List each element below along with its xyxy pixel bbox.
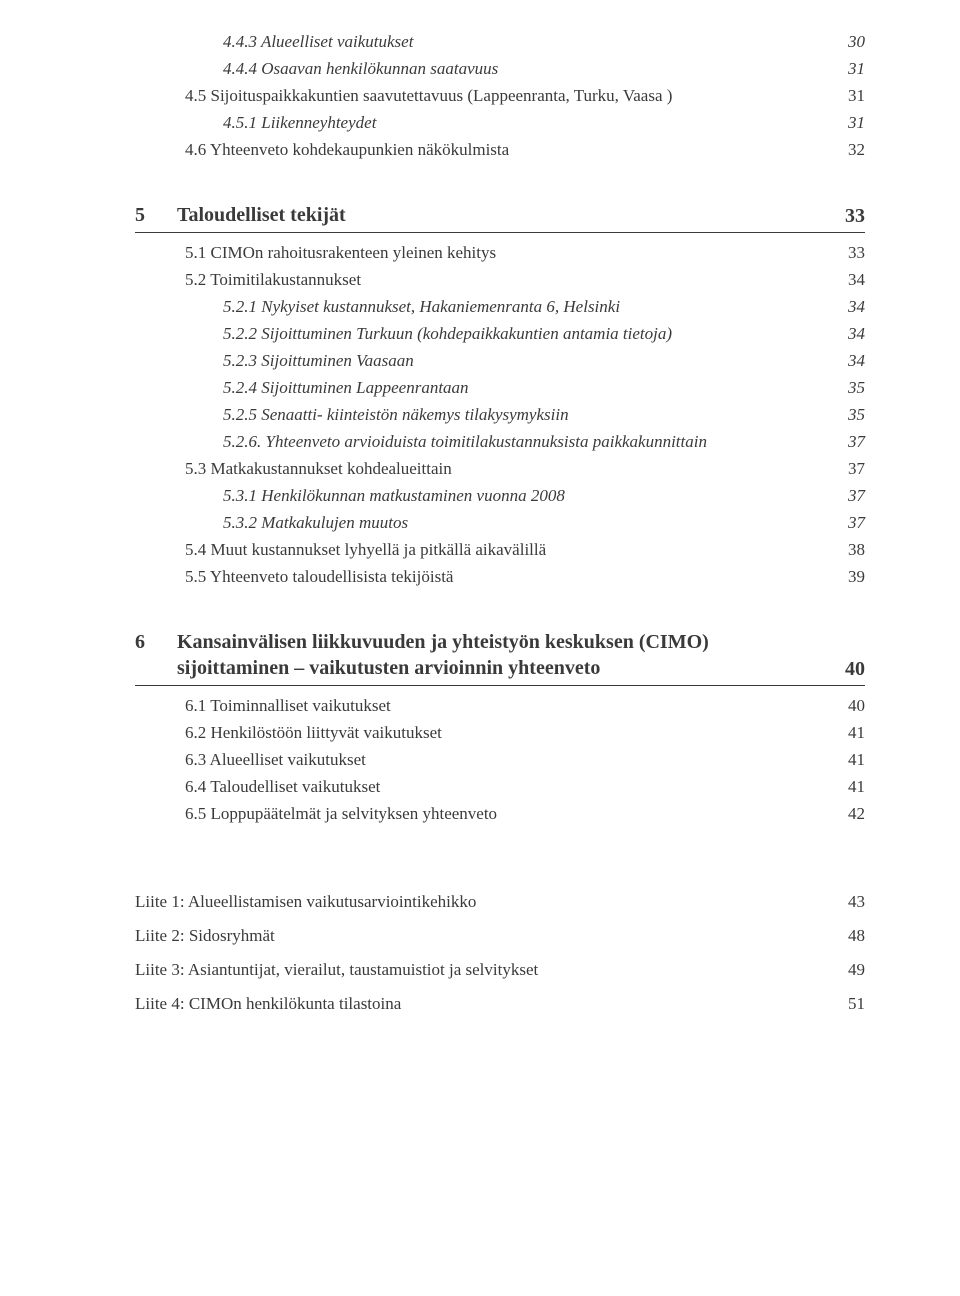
toc-entry: 4.5 Sijoituspaikkakuntien saavutettavuus…	[135, 86, 865, 106]
toc-entry-page: 37	[848, 432, 865, 452]
toc-section-title: Kansainvälisen liikkuvuuden ja yhteistyö…	[177, 629, 823, 681]
toc-entry-page: 39	[848, 567, 865, 587]
toc-section-number: 5	[135, 202, 155, 227]
toc-entry-text: 4.4.3 Alueelliset vaikutukset	[223, 32, 828, 52]
toc-section-number: 6	[135, 629, 155, 654]
toc-entry-page: 31	[848, 59, 865, 79]
toc-appendix-entry: Liite 2: Sidosryhmät 48	[135, 926, 865, 946]
toc-entry-text: 6.4 Taloudelliset vaikutukset	[185, 777, 828, 797]
toc-entry-text: 5.4 Muut kustannukset lyhyellä ja pitkäl…	[185, 540, 828, 560]
toc-entry-page: 34	[848, 324, 865, 344]
toc-entry-page: 35	[848, 405, 865, 425]
toc-entry: 4.4.3 Alueelliset vaikutukset 30	[135, 32, 865, 52]
toc-section-page: 33	[845, 205, 865, 228]
toc-entry-page: 37	[848, 513, 865, 533]
toc-entry-text: 5.3 Matkakustannukset kohdealueittain	[185, 459, 828, 479]
toc-entry: 5.4 Muut kustannukset lyhyellä ja pitkäl…	[135, 540, 865, 560]
toc-entry: 4.4.4 Osaavan henkilökunnan saatavuus 31	[135, 59, 865, 79]
toc-entry-page: 34	[848, 270, 865, 290]
toc-entry: 5.2.2 Sijoittuminen Turkuun (kohdepaikka…	[135, 324, 865, 344]
toc-section-page: 40	[845, 658, 865, 681]
toc-appendix-text: Liite 4: CIMOn henkilökunta tilastoina	[135, 994, 401, 1014]
toc-entry: 5.5 Yhteenveto taloudellisista tekijöist…	[135, 567, 865, 587]
toc-entry-page: 38	[848, 540, 865, 560]
toc-entry-text: 6.2 Henkilöstöön liittyvät vaikutukset	[185, 723, 828, 743]
toc-entry: 6.1 Toiminnalliset vaikutukset 40	[135, 696, 865, 716]
toc-entry-text: 5.3.1 Henkilökunnan matkustaminen vuonna…	[223, 486, 828, 506]
toc-entry-page: 41	[848, 777, 865, 797]
toc-entry-text: 5.2 Toimitilakustannukset	[185, 270, 828, 290]
toc-entry-text: 5.1 CIMOn rahoitusrakenteen yleinen kehi…	[185, 243, 828, 263]
toc-entry-text: 5.2.4 Sijoittuminen Lappeenrantaan	[223, 378, 828, 398]
toc-appendix-page: 43	[848, 892, 865, 912]
toc-entry: 6.2 Henkilöstöön liittyvät vaikutukset 41	[135, 723, 865, 743]
toc-entry-text: 5.2.6. Yhteenveto arvioiduista toimitila…	[223, 432, 828, 452]
toc-entry-text: 5.2.5 Senaatti- kiinteistön näkemys tila…	[223, 405, 828, 425]
toc-entry-page: 41	[848, 723, 865, 743]
toc-entry: 5.2.3 Sijoittuminen Vaasaan 34	[135, 351, 865, 371]
toc-entry: 5.2.1 Nykyiset kustannukset, Hakaniemenr…	[135, 297, 865, 317]
toc-section-title: Taloudelliset tekijät	[177, 202, 823, 228]
toc-appendix-page: 51	[848, 994, 865, 1014]
toc-entry-page: 34	[848, 297, 865, 317]
toc-section-heading: 6 Kansainvälisen liikkuvuuden ja yhteisty…	[135, 629, 865, 686]
toc-section: 5 Taloudelliset tekijät 33 5.1 CIMOn rahoit…	[135, 202, 865, 587]
toc-appendix-entry: Liite 3: Asiantuntijat, vierailut, taust…	[135, 960, 865, 980]
toc-entry-text: 4.5 Sijoituspaikkakuntien saavutettavuus…	[185, 86, 828, 106]
toc-entry-page: 34	[848, 351, 865, 371]
toc-entry-page: 31	[848, 86, 865, 106]
toc-entry-page: 37	[848, 459, 865, 479]
toc-entry: 4.5.1 Liikenneyhteydet 31	[135, 113, 865, 133]
toc-appendix-entry: Liite 1: Alueellistamisen vaikutusarvioi…	[135, 892, 865, 912]
toc-entry-text: 4.5.1 Liikenneyhteydet	[223, 113, 828, 133]
toc-entry: 5.2 Toimitilakustannukset 34	[135, 270, 865, 290]
toc-entry-page: 42	[848, 804, 865, 824]
toc-entry: 5.3 Matkakustannukset kohdealueittain 37	[135, 459, 865, 479]
toc-entry: 5.3.2 Matkakulujen muutos 37	[135, 513, 865, 533]
toc-entry-text: 6.5 Loppupäätelmät ja selvityksen yhteen…	[185, 804, 828, 824]
toc-entry-text: 6.1 Toiminnalliset vaikutukset	[185, 696, 828, 716]
toc-entry-text: 5.3.2 Matkakulujen muutos	[223, 513, 828, 533]
toc-sections: 5 Taloudelliset tekijät 33 5.1 CIMOn rahoit…	[135, 202, 865, 824]
toc-appendices: Liite 1: Alueellistamisen vaikutusarvioi…	[135, 892, 865, 1014]
toc-section-heading: 5 Taloudelliset tekijät 33	[135, 202, 865, 233]
toc-entry-page: 41	[848, 750, 865, 770]
toc-entry: 5.2.5 Senaatti- kiinteistön näkemys tila…	[135, 405, 865, 425]
toc-entry: 6.4 Taloudelliset vaikutukset 41	[135, 777, 865, 797]
toc-entry-page: 33	[848, 243, 865, 263]
toc-entry-page: 40	[848, 696, 865, 716]
toc-entry: 5.1 CIMOn rahoitusrakenteen yleinen kehi…	[135, 243, 865, 263]
toc-pre-section: 4.4.3 Alueelliset vaikutukset 30 4.4.4 Osa…	[135, 32, 865, 160]
toc-entry-page: 30	[848, 32, 865, 52]
toc-appendix-page: 49	[848, 960, 865, 980]
toc-entry-page: 32	[848, 140, 865, 160]
toc-entry-text: 5.2.2 Sijoittuminen Turkuun (kohdepaikka…	[223, 324, 828, 344]
toc-appendix-entry: Liite 4: CIMOn henkilökunta tilastoina 51	[135, 994, 865, 1014]
toc-entry-text: 4.6 Yhteenveto kohdekaupunkien näkökulmi…	[185, 140, 828, 160]
toc-appendix-page: 48	[848, 926, 865, 946]
toc-entry-text: 6.3 Alueelliset vaikutukset	[185, 750, 828, 770]
toc-entry: 4.6 Yhteenveto kohdekaupunkien näkökulmi…	[135, 140, 865, 160]
toc-entry: 6.3 Alueelliset vaikutukset 41	[135, 750, 865, 770]
toc-entry: 5.2.6. Yhteenveto arvioiduista toimitila…	[135, 432, 865, 452]
toc-entry: 5.2.4 Sijoittuminen Lappeenrantaan 35	[135, 378, 865, 398]
toc-entry-text: 5.2.3 Sijoittuminen Vaasaan	[223, 351, 828, 371]
toc-entry-page: 35	[848, 378, 865, 398]
toc-entry: 5.3.1 Henkilökunnan matkustaminen vuonna…	[135, 486, 865, 506]
toc-entry-page: 31	[848, 113, 865, 133]
toc-entry: 6.5 Loppupäätelmät ja selvityksen yhteen…	[135, 804, 865, 824]
toc-entry-text: 5.2.1 Nykyiset kustannukset, Hakaniemenr…	[223, 297, 828, 317]
toc-appendix-text: Liite 2: Sidosryhmät	[135, 926, 275, 946]
toc-entry-page: 37	[848, 486, 865, 506]
toc-section: 6 Kansainvälisen liikkuvuuden ja yhteisty…	[135, 629, 865, 824]
toc-entry-text: 5.5 Yhteenveto taloudellisista tekijöist…	[185, 567, 828, 587]
toc-entry-text: 4.4.4 Osaavan henkilökunnan saatavuus	[223, 59, 828, 79]
toc-appendix-text: Liite 1: Alueellistamisen vaikutusarvioi…	[135, 892, 476, 912]
toc-appendix-text: Liite 3: Asiantuntijat, vierailut, taust…	[135, 960, 538, 980]
